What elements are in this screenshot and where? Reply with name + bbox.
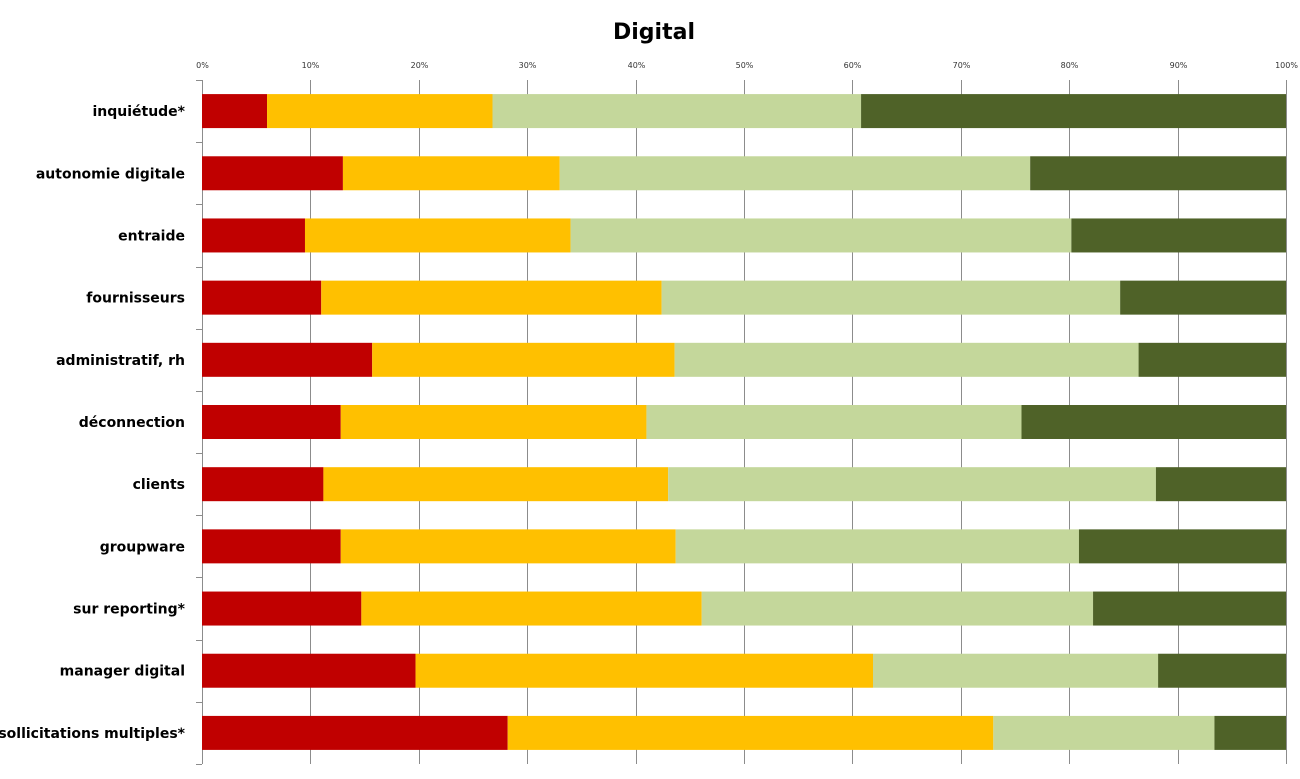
bar-series-3-7 (675, 529, 1079, 564)
bar-series-3-1 (559, 156, 1031, 191)
bar-series-4-3 (1120, 280, 1286, 315)
bar-series-4-8 (1093, 591, 1286, 626)
bar-series-2-7 (340, 529, 676, 564)
bar-series-3-3 (661, 280, 1121, 315)
category-label: autonomie digitale (36, 166, 185, 182)
category-label: manager digital (60, 664, 185, 680)
category-label: clients (133, 477, 185, 493)
bar-series-3-6 (668, 467, 1156, 502)
bar-series-1-0 (202, 94, 268, 129)
bar-series-2-9 (415, 653, 873, 688)
bar-series-4-0 (861, 94, 1286, 129)
bar-series-4-5 (1021, 405, 1286, 439)
bar-series-3-2 (570, 218, 1072, 253)
bar-series-2-10 (507, 715, 994, 750)
bar-series-4-1 (1030, 156, 1286, 191)
x-tick-label: 40% (628, 61, 646, 70)
x-tick-label: 90% (1170, 61, 1188, 70)
bar-series-1-9 (202, 653, 416, 688)
bar-series-2-6 (323, 467, 669, 502)
category-label: inquiétude* (92, 104, 185, 120)
bar-series-3-10 (993, 715, 1215, 750)
bar-series-1-1 (202, 156, 343, 191)
bar-series-1-2 (202, 218, 305, 253)
x-tick-label: 60% (844, 61, 862, 70)
bar-series-2-8 (361, 591, 702, 626)
bar-series-1-6 (202, 467, 324, 502)
bar-series-2-2 (304, 218, 571, 253)
bar-series-1-8 (202, 591, 362, 626)
category-label: sollicitations multiples* (0, 726, 186, 742)
bars (202, 94, 1286, 750)
bar-series-4-2 (1071, 218, 1286, 253)
bar-series-2-4 (372, 342, 675, 377)
category-label: fournisseurs (86, 291, 185, 307)
x-tick-label: 30% (519, 61, 537, 70)
bar-series-1-3 (202, 280, 322, 315)
x-axis-ticks: 0% 10% 20% 30% 40% 50% 60% 70% 80% 90% 100% (196, 61, 1298, 70)
bar-series-4-7 (1078, 529, 1286, 564)
x-tick-label: 50% (736, 61, 754, 70)
bar-series-3-4 (674, 342, 1139, 377)
chart-title: Digital (613, 20, 695, 45)
x-tick-label: 20% (411, 61, 429, 70)
category-label: groupware (100, 539, 185, 555)
bar-series-2-5 (340, 405, 647, 439)
x-tick-label: 100% (1275, 61, 1298, 70)
bar-series-2-3 (321, 280, 662, 315)
bar-series-1-4 (202, 342, 373, 377)
category-label: entraide (118, 228, 185, 244)
bar-series-3-0 (492, 94, 862, 129)
bar-series-4-6 (1155, 467, 1286, 502)
x-tick-label: 80% (1061, 61, 1079, 70)
category-label: sur reporting* (73, 602, 186, 618)
x-tick-label: 10% (302, 61, 320, 70)
bar-series-4-4 (1138, 342, 1286, 377)
bar-series-1-7 (202, 529, 341, 564)
bar-series-3-5 (646, 405, 1022, 439)
category-labels: inquiétude* autonomie digitale entraide fou… (0, 104, 186, 742)
bar-series-3-9 (872, 653, 1159, 688)
bar-series-4-10 (1214, 715, 1286, 750)
x-tick-label: 70% (953, 61, 971, 70)
bar-series-4-9 (1158, 653, 1286, 688)
bar-series-1-5 (202, 405, 341, 439)
bar-series-2-0 (267, 94, 493, 129)
x-tick-label: 0% (196, 61, 209, 70)
bar-series-1-10 (202, 715, 508, 750)
bar-series-2-1 (342, 156, 560, 191)
category-label: administratif, rh (56, 353, 185, 369)
bar-series-3-8 (701, 591, 1094, 626)
category-label: déconnection (79, 415, 185, 431)
